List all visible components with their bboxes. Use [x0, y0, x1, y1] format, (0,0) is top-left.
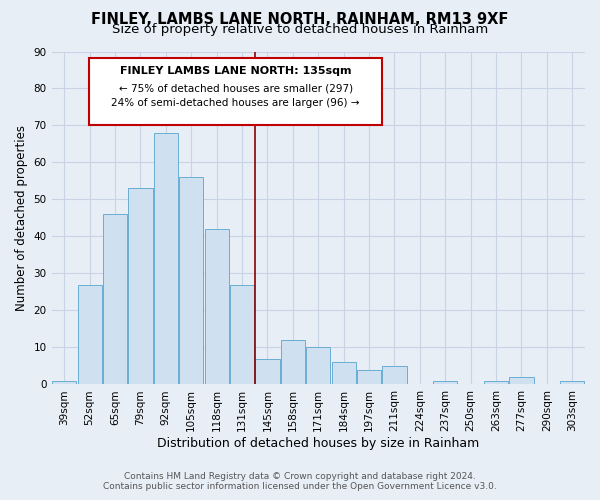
Bar	[509, 377, 533, 384]
Bar	[560, 381, 584, 384]
Y-axis label: Number of detached properties: Number of detached properties	[15, 125, 28, 311]
Bar	[433, 381, 457, 384]
Text: FINLEY, LAMBS LANE NORTH, RAINHAM, RM13 9XF: FINLEY, LAMBS LANE NORTH, RAINHAM, RM13 …	[91, 12, 509, 28]
Bar	[77, 284, 102, 384]
Bar	[52, 381, 76, 384]
FancyBboxPatch shape	[89, 58, 382, 125]
Bar	[332, 362, 356, 384]
Bar	[103, 214, 127, 384]
Bar	[357, 370, 381, 384]
Bar	[306, 348, 331, 385]
X-axis label: Distribution of detached houses by size in Rainham: Distribution of detached houses by size …	[157, 437, 479, 450]
Text: Contains public sector information licensed under the Open Government Licence v3: Contains public sector information licen…	[103, 482, 497, 491]
Text: ← 75% of detached houses are smaller (297): ← 75% of detached houses are smaller (29…	[119, 83, 353, 93]
Bar	[382, 366, 407, 384]
Bar	[256, 358, 280, 384]
Text: Contains HM Land Registry data © Crown copyright and database right 2024.: Contains HM Land Registry data © Crown c…	[124, 472, 476, 481]
Text: FINLEY LAMBS LANE NORTH: 135sqm: FINLEY LAMBS LANE NORTH: 135sqm	[120, 66, 352, 76]
Bar	[484, 381, 508, 384]
Text: Size of property relative to detached houses in Rainham: Size of property relative to detached ho…	[112, 22, 488, 36]
Bar	[205, 229, 229, 384]
Text: 24% of semi-detached houses are larger (96) →: 24% of semi-detached houses are larger (…	[112, 98, 360, 108]
Bar	[179, 178, 203, 384]
Bar	[154, 133, 178, 384]
Bar	[281, 340, 305, 384]
Bar	[230, 284, 254, 384]
Bar	[128, 188, 152, 384]
